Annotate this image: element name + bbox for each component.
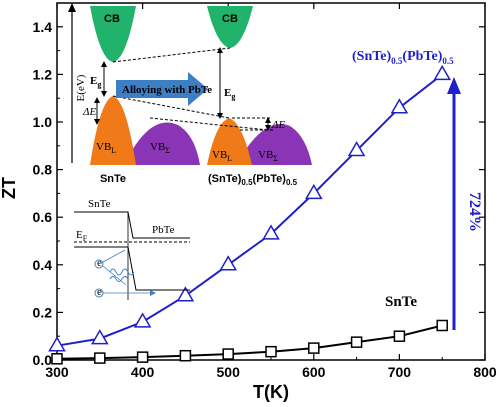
band-structure-inset: E(eV) CB CB VBL VBΣ VBL VBΣ Eg Eg (68, 3, 312, 187)
series-layer (48, 64, 451, 365)
label-alloy-base1: (SnTe) (352, 49, 392, 64)
carrier-1 (94, 259, 104, 269)
x-tick-label: 500 (217, 364, 241, 380)
label-alloy-base2: (PbTe) (402, 49, 442, 64)
label-alloy-sub2: 0.5 (442, 56, 454, 66)
data-point-snte (436, 319, 448, 332)
vb-l-right-label: VBL (212, 149, 232, 163)
fermi-label: EF (76, 229, 88, 243)
eg-right-label: Eg (224, 87, 235, 101)
data-point-snte (308, 342, 320, 354)
data-point-alloy (176, 286, 195, 302)
label-alloy-sub1: 0.5 (391, 56, 403, 66)
x-tick-label: 700 (388, 364, 412, 380)
data-point-snte (179, 349, 192, 362)
cb-right-label: CB (222, 13, 238, 25)
x-axis-title: T(K) (253, 382, 289, 402)
carrier-1-label: e (97, 257, 102, 269)
data-point-snte (94, 352, 106, 364)
y-tick-label: 0.0 (33, 352, 53, 368)
band-left-name: SnTe (100, 173, 126, 185)
data-point-alloy (305, 183, 323, 200)
y-tick-label: 1.0 (33, 114, 53, 130)
series-line-0 (56, 324, 443, 360)
y-tick-label: 0.8 (33, 162, 53, 178)
vb-sigma-right (236, 124, 312, 165)
data-point-alloy (433, 64, 451, 81)
y-tick-label: 0.4 (33, 257, 53, 273)
series-line-1 (56, 73, 443, 347)
series-label-snte: SnTe (385, 294, 417, 310)
cb-right (207, 6, 253, 48)
vb-l-right (207, 118, 252, 165)
eg-left-label: Eg (90, 75, 101, 89)
data-point-alloy (133, 312, 152, 328)
delta-e-right: ΔE (271, 119, 285, 131)
data-point-snte (393, 330, 406, 342)
energy-axis-label: E(eV) (75, 74, 87, 101)
data-point-snte (265, 345, 277, 358)
y-axis-title: ZT (0, 177, 19, 199)
data-point-alloy (91, 329, 109, 345)
data-point-snte (350, 336, 363, 348)
y-tick-label: 0.6 (33, 209, 53, 225)
data-point-alloy (390, 98, 409, 114)
alloying-arrow (116, 72, 208, 106)
improvement-arrow (447, 77, 461, 330)
y-tick-label: 0.2 (33, 304, 53, 320)
vb-l-left-label: VBL (96, 141, 116, 155)
data-point-snte (136, 351, 149, 363)
x-tick-label: 600 (302, 364, 326, 380)
data-point-alloy (48, 336, 66, 352)
y-axis-ticks: 0.0 0.2 0.4 0.6 0.8 1.0 1.2 1.4 (33, 2, 485, 368)
vb-sigma-right-label: VBΣ (258, 149, 278, 163)
data-point-alloy (219, 255, 237, 271)
data-point-snte (222, 348, 234, 360)
y-tick-label: 1.4 (33, 19, 53, 35)
band-right-name: (SnTe)0.5(PbTe)0.5 (208, 173, 298, 187)
interface-left-name: SnTe (88, 198, 111, 210)
vb-sigma-left-label: VBΣ (150, 141, 170, 155)
y-tick-label: 1.2 (33, 66, 53, 82)
scatter-wave (109, 268, 135, 276)
x-tick-label: 300 (45, 364, 69, 380)
percent-label: 724% (466, 192, 483, 232)
vb-sigma-left (124, 122, 200, 165)
vb-l-left (90, 96, 136, 165)
data-point-alloy (347, 141, 366, 157)
data-point-snte (51, 353, 63, 365)
x-tick-label: 800 (473, 364, 497, 380)
interface-right-name: PbTe (152, 224, 175, 236)
data-point-alloy (262, 224, 280, 240)
cb-left-label: CB (104, 13, 120, 25)
delta-e-left: ΔE (82, 106, 96, 118)
series-label-alloy: (SnTe)0.5(PbTe)0.5 (352, 49, 454, 66)
x-tick-label: 400 (131, 364, 155, 380)
alloying-arrow-label: Alloying with PbTe (122, 84, 212, 96)
cb-left (90, 6, 136, 62)
interface-inset: SnTe PbTe EF e e (74, 198, 190, 300)
carrier-2-label: e (97, 286, 102, 298)
